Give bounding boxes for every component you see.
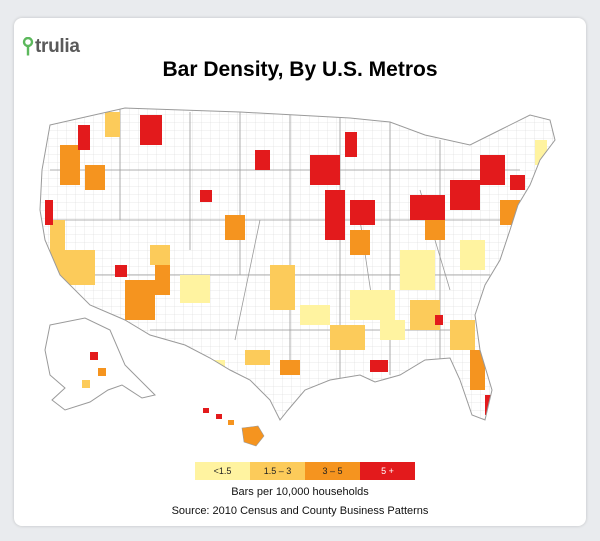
map-title: Bar Density, By U.S. Metros (162, 58, 438, 81)
map-legend: <1.5 1.5 – 3 3 – 5 5 + (195, 462, 415, 480)
source-note: Source: 2010 Census and County Business … (171, 505, 429, 517)
legend-item-low: <1.5 (195, 462, 250, 480)
density-level-2 (60, 145, 520, 390)
density-level-3 (45, 115, 525, 415)
hawaii (203, 408, 265, 447)
legend-item-high: 3 – 5 (305, 462, 360, 480)
alaska (44, 317, 156, 411)
legend-caption: Bars per 10,000 households (231, 486, 369, 498)
contiguous-us (39, 107, 556, 421)
brand-name: trulia (35, 36, 80, 57)
legend-item-very-high: 5 + (360, 462, 415, 480)
us-county-map (39, 107, 556, 447)
map-pin-icon (22, 37, 34, 56)
density-level-0 (180, 140, 547, 375)
legend-item-moderate: 1.5 – 3 (250, 462, 305, 480)
trulia-logo: trulia (22, 35, 80, 59)
